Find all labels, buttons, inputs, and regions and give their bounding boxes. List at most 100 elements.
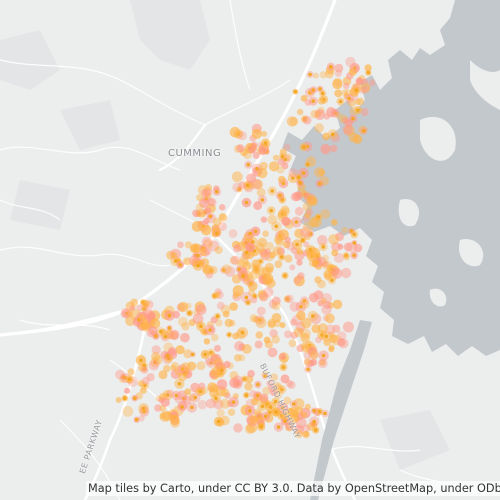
incident-point [234,354,242,362]
incident-point [195,304,207,315]
incident-point [220,398,231,409]
incident-point [334,69,343,78]
incident-point [279,322,286,329]
incident-point [259,292,269,302]
incident-point [256,306,266,316]
incident-point-center [154,334,158,338]
incident-point [340,267,352,279]
incident-point [210,333,219,342]
incident-point [253,201,263,211]
incident-point [360,82,371,93]
incident-point [341,89,349,96]
incident-point [296,248,304,256]
incident-point [302,430,310,439]
incident-point-center [254,268,259,272]
incident-point [214,291,221,298]
incident-point-center [153,360,157,365]
incident-point [148,360,160,371]
incident-point [332,299,343,310]
incident-point [127,368,135,376]
incident-point-center [320,333,324,337]
incident-point [251,128,262,139]
incident-point-center [301,171,306,175]
incident-point [294,429,304,439]
incident-point [307,195,318,206]
incident-point [172,310,180,319]
incident-point [177,241,184,249]
incident-point [259,161,268,171]
incident-point [229,377,240,389]
incident-point [337,331,347,341]
incident-point [241,344,252,354]
incident-point [159,412,166,420]
incident-point-center [347,96,352,101]
incident-point [247,281,258,292]
incident-point [313,290,324,300]
incident-point [356,97,365,106]
incident-point [214,344,221,352]
incident-point-center [178,263,183,267]
incident-point [296,310,306,321]
incident-point [212,217,222,227]
map-attribution: Map tiles by Carto, under CC BY 3.0. Dat… [86,481,500,496]
incident-point-center [298,181,303,185]
incident-point [216,408,225,417]
incident-point [181,322,190,331]
incident-point [169,415,180,426]
incident-point-center [263,141,268,145]
incident-point [329,144,338,153]
incident-point [308,348,319,360]
incident-point [326,107,337,118]
incident-point [267,347,278,358]
incident-point [229,302,238,311]
incident-point [139,387,147,394]
incident-point [233,244,242,253]
incident-point [141,299,150,308]
incident-point-center [330,132,335,137]
incident-point [344,119,353,128]
incident-point-center [187,311,192,315]
incident-point [255,317,267,329]
incident-point-center [221,268,226,272]
incident-point [154,404,162,412]
incident-point [343,82,350,90]
incident-point-center [208,214,213,219]
incident-point [183,349,193,359]
incident-point [227,408,236,416]
incident-point [347,98,356,107]
incident-point [283,396,292,405]
incident-point [217,221,227,232]
incident-point [236,259,245,268]
incident-point [319,71,328,79]
incident-point [196,208,206,218]
incident-point-center [248,409,252,413]
incident-point-center [159,329,163,334]
incident-point-center [216,419,221,424]
incident-point [285,379,294,388]
incident-point [263,336,271,344]
incident-point-center [241,274,245,278]
incident-point [223,360,231,369]
incident-point-center [173,259,178,263]
incident-point [337,338,346,347]
incident-point-center [180,405,184,409]
incident-point [352,65,360,72]
incident-point-center [263,374,268,378]
incident-point [343,242,353,252]
incident-point-center [330,278,334,283]
incident-point [272,154,280,161]
incident-point [244,424,255,434]
incident-point [178,316,188,327]
incident-point [201,236,212,247]
incident-point [204,357,213,366]
incident-point-center [279,255,284,259]
incident-point [291,192,301,202]
incident-point [252,152,260,159]
incident-point [328,234,339,245]
incident-point [302,424,311,432]
incident-point-center [269,405,273,409]
incident-point-center [283,273,287,278]
incident-point-center [270,189,275,193]
